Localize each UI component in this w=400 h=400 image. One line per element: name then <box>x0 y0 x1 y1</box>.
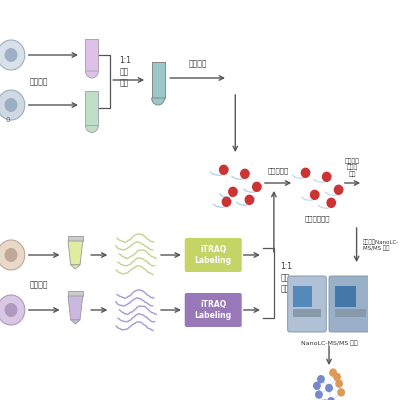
Text: 多磷酸化肽段: 多磷酸化肽段 <box>304 215 330 222</box>
FancyBboxPatch shape <box>329 276 371 332</box>
Bar <box>335 286 356 307</box>
Text: iTRAQ
Labeling: iTRAQ Labeling <box>195 300 232 320</box>
Wedge shape <box>86 126 98 132</box>
Circle shape <box>327 198 335 207</box>
Circle shape <box>322 172 331 181</box>
Polygon shape <box>71 265 80 269</box>
Text: 0: 0 <box>5 117 10 123</box>
Circle shape <box>310 190 319 199</box>
Circle shape <box>330 369 336 376</box>
Text: 蛋白提取: 蛋白提取 <box>29 78 48 86</box>
Circle shape <box>4 303 18 317</box>
Text: NanoLC-MS/MS 分析: NanoLC-MS/MS 分析 <box>301 340 357 346</box>
Circle shape <box>222 197 230 206</box>
Text: 分步进行NanoLC-
MS/MS 分析: 分步进行NanoLC- MS/MS 分析 <box>363 239 399 251</box>
Circle shape <box>338 389 344 396</box>
Polygon shape <box>71 320 80 324</box>
Circle shape <box>220 165 228 174</box>
Circle shape <box>334 185 343 194</box>
Text: 分步富集
磷酸化
肽段: 分步富集 磷酸化 肽段 <box>344 158 360 177</box>
Text: iTRAQ
Labeling: iTRAQ Labeling <box>195 245 232 265</box>
Circle shape <box>229 187 237 196</box>
Bar <box>68 291 83 296</box>
Wedge shape <box>152 98 164 105</box>
Circle shape <box>4 48 18 62</box>
Text: 蛋白提取: 蛋白提取 <box>29 280 48 290</box>
Circle shape <box>0 90 25 120</box>
Bar <box>293 309 321 317</box>
Circle shape <box>336 380 342 387</box>
Circle shape <box>0 240 25 270</box>
Polygon shape <box>68 241 83 265</box>
Circle shape <box>318 376 324 383</box>
Circle shape <box>253 182 261 191</box>
Text: 蛋白酶切: 蛋白酶切 <box>188 59 207 68</box>
Circle shape <box>314 382 320 389</box>
Polygon shape <box>68 296 83 320</box>
Bar <box>86 90 98 126</box>
Circle shape <box>334 374 340 380</box>
Circle shape <box>301 168 310 177</box>
Circle shape <box>4 248 18 262</box>
FancyBboxPatch shape <box>288 276 326 332</box>
Circle shape <box>328 398 334 400</box>
Bar <box>86 39 98 71</box>
Circle shape <box>245 195 254 204</box>
Bar <box>293 286 312 307</box>
Circle shape <box>316 391 322 398</box>
Bar <box>152 62 164 98</box>
Text: 富集、洗脱: 富集、洗脱 <box>268 167 289 174</box>
Text: 1:1
混合
样品: 1:1 混合 样品 <box>120 56 132 88</box>
Wedge shape <box>86 71 98 78</box>
Text: 1:1
混合
样品: 1:1 混合 样品 <box>280 262 292 294</box>
FancyBboxPatch shape <box>185 238 242 272</box>
Circle shape <box>0 295 25 325</box>
Circle shape <box>326 384 332 392</box>
Bar <box>335 309 366 317</box>
Bar <box>68 236 83 241</box>
Circle shape <box>0 40 25 70</box>
Circle shape <box>4 98 18 112</box>
Circle shape <box>241 169 249 178</box>
FancyBboxPatch shape <box>185 293 242 327</box>
